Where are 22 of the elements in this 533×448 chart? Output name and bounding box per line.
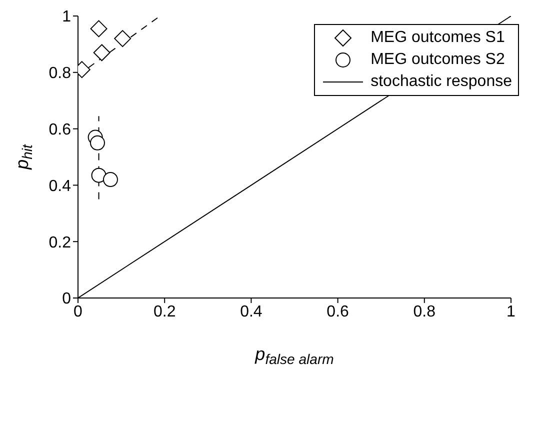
y-tick-label: 0.4	[48, 178, 72, 195]
x-axis-title: p$_{false alarm}$	[254, 344, 334, 368]
point	[93, 44, 110, 62]
y-tick-label: 0	[62, 290, 72, 308]
x-tick-label: 0.8	[413, 303, 436, 320]
point	[91, 168, 106, 183]
legend-label: MEG outcomes S1	[370, 29, 505, 47]
x-tick-label: 0.4	[240, 303, 262, 320]
x-tick-label: 0.2	[153, 303, 176, 320]
x-tick-label: 0.6	[326, 303, 350, 320]
point	[102, 172, 118, 188]
x-tick-label: 0	[74, 303, 83, 320]
y-tick-label: 0.6	[48, 121, 72, 138]
legend-label: stochastic response	[370, 73, 512, 91]
point	[90, 135, 105, 150]
y-tick-label: 0.2	[48, 234, 72, 252]
y-tick-label: 1	[62, 8, 72, 26]
x-tick-label: 1	[506, 303, 516, 320]
point	[90, 20, 108, 38]
y-tick-label: 0.8	[48, 65, 72, 82]
legend-label: MEG outcomes S2	[370, 51, 505, 69]
point	[114, 30, 132, 48]
